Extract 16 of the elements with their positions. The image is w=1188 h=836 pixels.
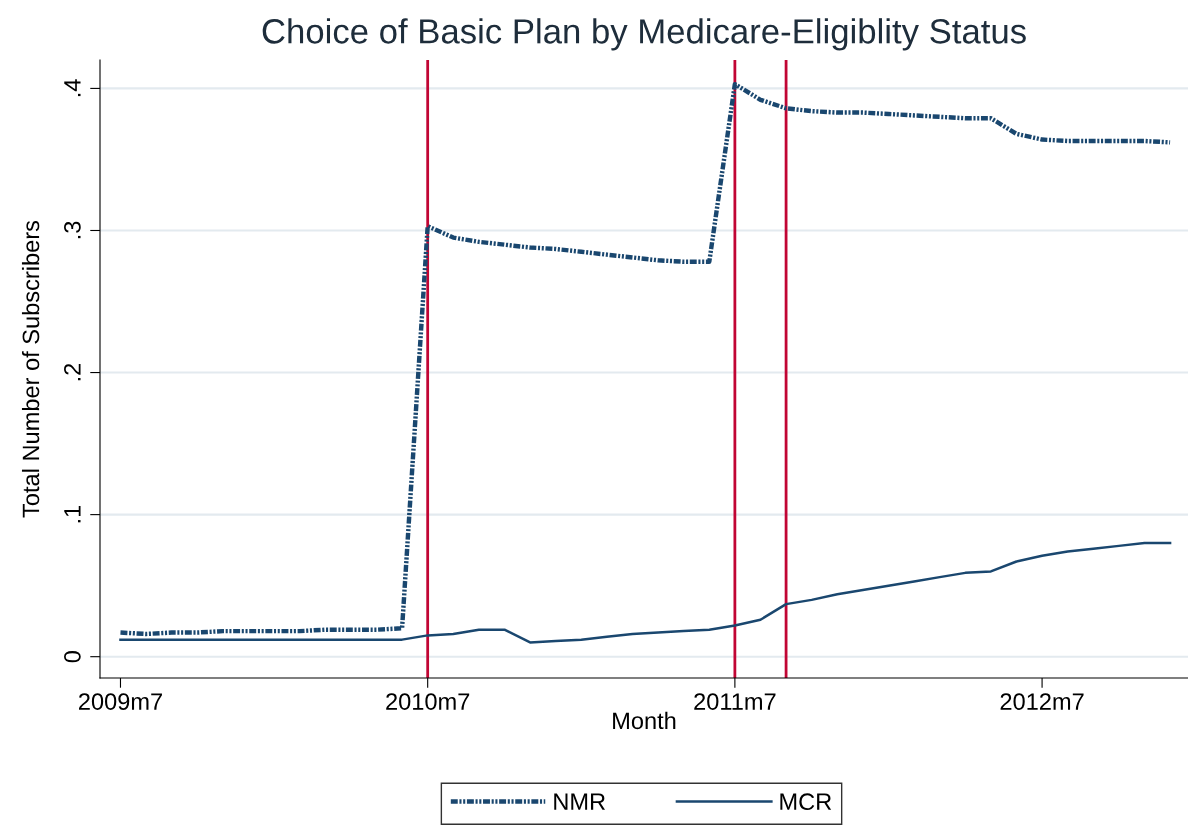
x-tick-label: 2010m7	[386, 693, 470, 710]
y-tick-label: .2	[64, 363, 81, 381]
legend-label: NMR	[554, 793, 606, 810]
y-tick-label: 0	[64, 651, 81, 663]
x-tick-label: 2012m7	[1000, 693, 1084, 710]
y-axis-title: Total Number of Subscribers	[21, 220, 40, 518]
y-tick-label: .1	[64, 505, 81, 523]
x-tick-label: 2011m7	[694, 693, 776, 710]
y-tick-label: .4	[64, 79, 81, 97]
legend-label: MCR	[780, 793, 832, 811]
y-tick-label: .3	[64, 221, 81, 239]
line-series	[119, 541, 1172, 644]
x-tick-label: 2009m7	[79, 693, 162, 710]
x-axis-title: Month	[613, 711, 676, 730]
line-series	[118, 81, 1173, 637]
chart-title: Choice of Basic Plan by Medicare-Eligiblity Status	[262, 18, 1026, 51]
